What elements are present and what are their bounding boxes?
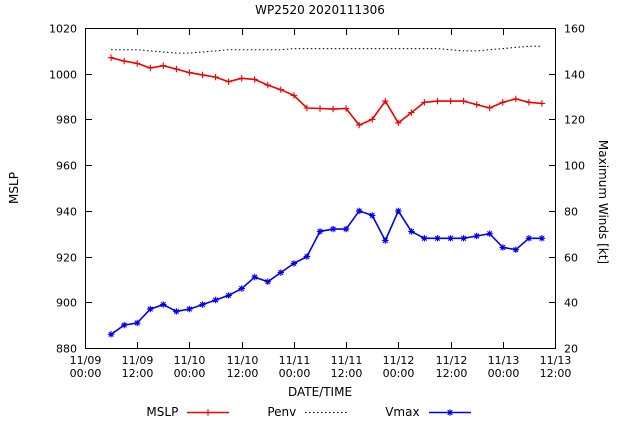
x-tick-label-time: 12:00 bbox=[122, 367, 154, 380]
x-tick-label-time: 00:00 bbox=[70, 367, 102, 380]
y-tick-label-right: 120 bbox=[564, 114, 585, 127]
legend-sample-penv-line bbox=[305, 411, 348, 413]
chart-title: WP2520 2020111306 bbox=[255, 3, 385, 17]
legend-sample-vmax-line bbox=[428, 408, 471, 416]
legend-marker-vmax bbox=[446, 408, 453, 416]
legend-label-mslp: MSLP bbox=[146, 405, 179, 419]
legend-item-vmax: Vmax bbox=[385, 405, 472, 419]
x-tick-label-date: 11/12 bbox=[436, 354, 468, 367]
series-line-vmax bbox=[110, 209, 542, 335]
y-tick-label-left: 880 bbox=[56, 343, 77, 356]
x-tick-label-time: 00:00 bbox=[279, 367, 311, 380]
plot-border bbox=[85, 28, 556, 349]
legend-label-penv: Penv bbox=[267, 405, 297, 419]
axis-ticks bbox=[85, 28, 556, 349]
series-markers-mslp bbox=[107, 54, 546, 129]
x-tick-label-date: 11/09 bbox=[122, 354, 154, 367]
x-tick-label-date: 11/10 bbox=[227, 354, 259, 367]
legend: MSLP Penv Vmax bbox=[0, 405, 619, 419]
y-tick-label-right: 80 bbox=[564, 206, 578, 219]
series-line-mslp bbox=[110, 56, 542, 127]
y-tick-label-right: 20 bbox=[564, 343, 578, 356]
y-tick-label-left: 980 bbox=[56, 114, 77, 127]
legend-marker-mslp bbox=[205, 408, 212, 416]
y-tick-label-left: 900 bbox=[56, 297, 77, 310]
x-tick-label-date: 11/13 bbox=[540, 354, 572, 367]
x-tick-label-date: 11/10 bbox=[174, 354, 206, 367]
x-tick-label-time: 00:00 bbox=[174, 367, 206, 380]
x-tick-label-date: 11/13 bbox=[488, 354, 520, 367]
y-tick-label-right: 100 bbox=[564, 160, 585, 173]
y-tick-label-left: 920 bbox=[56, 252, 77, 265]
x-tick-label-date: 11/09 bbox=[70, 354, 102, 367]
legend-item-mslp: MSLP bbox=[146, 405, 231, 419]
x-tick-label-date: 11/11 bbox=[331, 354, 363, 367]
x-axis-label: DATE/TIME bbox=[287, 385, 353, 399]
y-tick-label-left: 940 bbox=[56, 206, 77, 219]
y-tick-label-right: 40 bbox=[564, 297, 578, 310]
series-line-penv bbox=[111, 45, 542, 54]
y-tick-label-left: 1000 bbox=[49, 69, 77, 82]
y-tick-label-right: 140 bbox=[564, 69, 585, 82]
x-tick-label-date: 11/12 bbox=[383, 354, 415, 367]
legend-item-penv: Penv bbox=[267, 405, 349, 419]
y-tick-label-left: 960 bbox=[56, 160, 77, 173]
y-tick-label-right: 60 bbox=[564, 252, 578, 265]
legend-sample-mslp-line bbox=[187, 408, 230, 416]
x-tick-label-time: 00:00 bbox=[383, 367, 415, 380]
y-tick-label-left: 1020 bbox=[49, 23, 77, 36]
x-tick-label-time: 12:00 bbox=[331, 367, 363, 380]
x-tick-label-time: 12:00 bbox=[540, 367, 572, 380]
x-tick-label-time: 12:00 bbox=[227, 367, 259, 380]
series-markers-vmax bbox=[107, 207, 546, 338]
legend-label-vmax: Vmax bbox=[385, 405, 420, 419]
y-tick-label-right: 160 bbox=[564, 23, 585, 36]
x-tick-label-time: 12:00 bbox=[436, 367, 468, 380]
x-tick-label-time: 00:00 bbox=[488, 367, 520, 380]
x-tick-label-date: 11/11 bbox=[279, 354, 311, 367]
